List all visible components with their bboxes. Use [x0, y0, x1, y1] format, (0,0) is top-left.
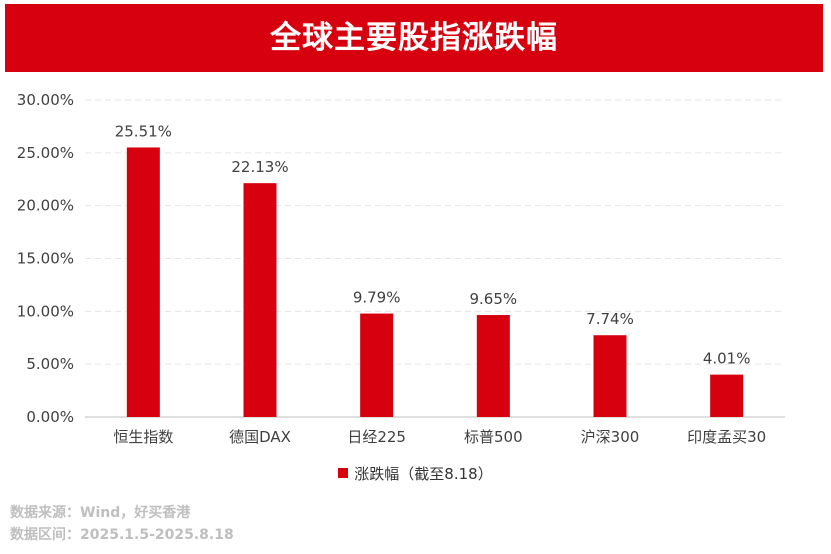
- data-label: 22.13%: [231, 158, 288, 176]
- y-tick-label: 0.00%: [26, 408, 74, 426]
- data-label: 9.65%: [470, 290, 518, 308]
- y-tick-label: 15.00%: [17, 250, 74, 268]
- bar: [243, 183, 277, 417]
- y-tick-label: 5.00%: [26, 355, 74, 373]
- x-tick-label: 恒生指数: [113, 428, 173, 446]
- data-label: 7.74%: [586, 310, 634, 328]
- y-tick-label: 25.00%: [17, 144, 74, 162]
- y-tick-label: 10.00%: [17, 302, 74, 320]
- bar: [126, 147, 160, 417]
- range-note: 数据区间：2025.1.5-2025.8.18: [10, 527, 234, 543]
- y-tick-label: 20.00%: [17, 197, 74, 215]
- data-label: 9.79%: [353, 289, 401, 307]
- source-note: 数据来源：Wind，好买香港: [10, 505, 191, 521]
- x-tick-label: 日经225: [347, 428, 406, 446]
- bar: [593, 335, 627, 417]
- data-label: 4.01%: [703, 350, 751, 368]
- bar: [476, 315, 510, 417]
- x-tick-label: 标普500: [464, 428, 523, 446]
- chart-title: 全球主要股指涨跌幅: [270, 20, 558, 56]
- legend-swatch: [338, 467, 349, 478]
- legend: 涨跌幅（截至8.18）: [0, 463, 831, 484]
- bar: [710, 374, 744, 417]
- x-tick-label: 德国DAX: [229, 428, 291, 446]
- x-tick-label: 沪深300: [581, 428, 640, 446]
- title-banner: 全球主要股指涨跌幅: [5, 4, 823, 72]
- x-tick-label: 印度孟买30: [687, 428, 766, 446]
- bar: [360, 313, 394, 417]
- y-tick-label: 30.00%: [17, 91, 74, 109]
- data-label: 25.51%: [115, 122, 172, 140]
- legend-label: 涨跌幅（截至8.18）: [354, 465, 493, 483]
